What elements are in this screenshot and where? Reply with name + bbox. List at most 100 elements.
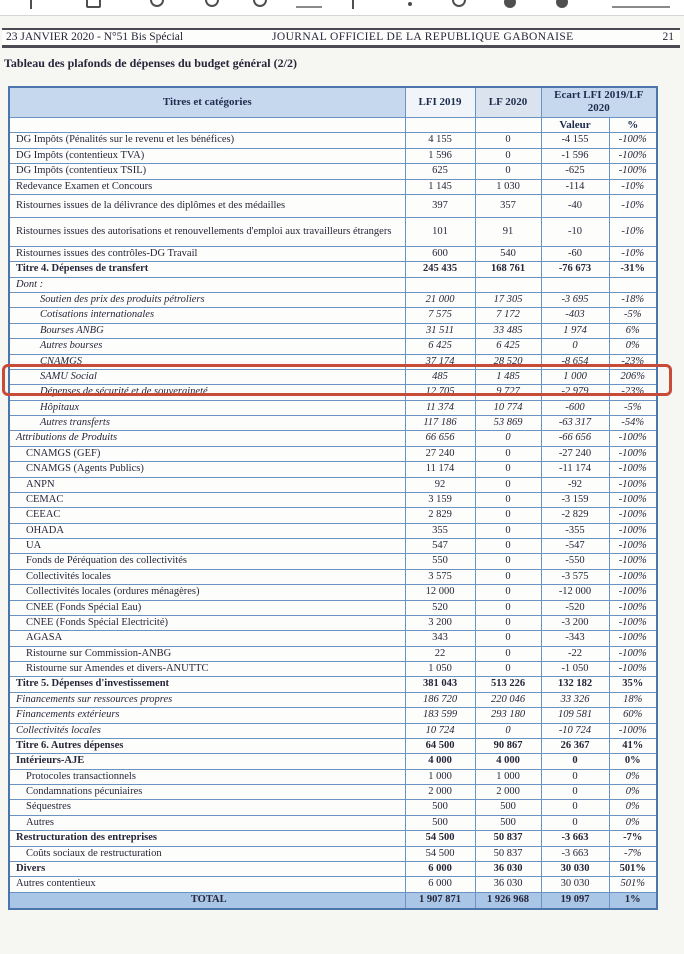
lfi-2019-value: 600 xyxy=(404,245,476,263)
cropped-icon-fragment[interactable] xyxy=(296,6,322,8)
row-label: Autres xyxy=(8,814,406,832)
ecart-valeur: 109 581 xyxy=(540,707,610,724)
row-label: Ristourne sur Amendes et divers-ANUTTC xyxy=(8,661,406,678)
cropped-icon-fragment[interactable] xyxy=(556,0,568,8)
row-label: Autres transferts xyxy=(8,415,406,432)
row-label: Ristournes issues des autorisations et r… xyxy=(8,216,406,247)
lf-2020-value: 0 xyxy=(474,630,542,647)
ecart-valeur: -12 000 xyxy=(540,584,610,601)
lfi-2019-value: 3 200 xyxy=(404,614,476,632)
ecart-valeur: -3 575 xyxy=(540,568,610,586)
lf-2020-value: 540 xyxy=(474,245,542,263)
table-row: DG Impôts (contentieux TVA) 1 596 0 -1 596-… xyxy=(8,147,658,165)
row-label: Protocoles transactionnels xyxy=(8,768,406,786)
table-row: Dont : xyxy=(8,276,658,294)
ecart-valeur: -625 xyxy=(540,163,610,180)
cropped-icon-fragment[interactable] xyxy=(205,0,219,7)
lfi-2019-value: 10 724 xyxy=(404,722,476,739)
header-lf2020: LF 2020 xyxy=(474,86,542,118)
row-label: Dont : xyxy=(8,276,406,294)
table-row: Hôpitaux 11 374 10 774 -600 -5% xyxy=(8,399,658,417)
row-label: CNAMGS (GEF) xyxy=(8,445,406,463)
subheader-valeur: Valeur xyxy=(540,116,610,134)
ecart-valeur: -27 240 xyxy=(540,445,610,463)
journal-name: JOURNAL OFFICIEL DE LA REPUBLIQUE GABONA… xyxy=(271,31,574,43)
cropped-icon-fragment[interactable] xyxy=(612,6,670,8)
table-row: Autres transferts 117 186 53 869 -63 317 -54… xyxy=(8,415,658,432)
lfi-2019-value: 7 575 xyxy=(404,307,476,324)
lfi-2019-value: 11 374 xyxy=(404,399,476,417)
row-label: Redevance Examen et Concours xyxy=(8,178,406,195)
ecart-pct: -100% xyxy=(608,507,658,524)
lf-2020-value: 0 xyxy=(474,163,542,180)
row-label: Cotisations internationales xyxy=(8,307,406,324)
ecart-valeur: -355 xyxy=(540,522,610,540)
lf-2020-value: 0 xyxy=(474,661,542,678)
lf-2020-value: 9 727 xyxy=(474,384,542,401)
lfi-2019-value: 500 xyxy=(404,799,476,816)
table-row: CNAMGS (Agents Publics) 11 174 0 -11 174 -10… xyxy=(8,461,658,478)
cropped-icon-fragment[interactable] xyxy=(352,0,354,9)
ecart-pct: -100% xyxy=(608,522,658,540)
journal-date-issue: 23 JANVIER 2020 - N°51 Bis Spécial xyxy=(6,31,184,43)
budget-table: Titres et catégories LFI 2019 LF 2020 Ec… xyxy=(8,86,658,911)
journal-page-number: 21 xyxy=(662,31,675,43)
header-titres: Titres et catégories xyxy=(8,86,406,118)
cropped-icon-fragment[interactable] xyxy=(452,0,466,7)
lf-2020-value: 0 xyxy=(474,476,542,493)
row-label: Ristournes issues de la délivrance des d… xyxy=(8,193,406,218)
subheader-empty xyxy=(404,116,476,134)
lf-2020-value: 357 xyxy=(474,193,542,218)
row-label: CNAMGS (Agents Publics) xyxy=(8,461,406,478)
lf-2020-value: 50 837 xyxy=(474,845,542,862)
ecart-valeur: -63 317 xyxy=(540,415,610,432)
lfi-2019-value: 2 000 xyxy=(404,784,476,801)
lf-2020-value: 53 869 xyxy=(474,415,542,432)
table-row: Financements sur ressources propres 186 7… xyxy=(8,691,658,709)
budget-table-container: Titres et catégories LFI 2019 LF 2020 Ec… xyxy=(8,86,658,911)
ecart-valeur: -4 155 xyxy=(540,132,610,149)
ecart-valeur: 132 182 xyxy=(540,676,610,693)
row-label: Hôpitaux xyxy=(8,399,406,417)
ecart-valeur: 30 030 xyxy=(540,876,610,893)
row-label: CEMAC xyxy=(8,491,406,509)
lf-2020-value: 0 xyxy=(474,645,542,663)
cropped-icon-fragment[interactable] xyxy=(253,0,267,7)
row-label: Bourses ANBG xyxy=(8,322,406,340)
lf-2020-value: 0 xyxy=(474,491,542,509)
lfi-2019-value: 183 599 xyxy=(404,707,476,724)
ecart-pct: 41% xyxy=(608,737,658,755)
ecart-valeur xyxy=(540,276,610,294)
cropped-icon-fragment[interactable] xyxy=(408,2,412,6)
row-label: SAMU Social xyxy=(8,368,406,386)
cropped-icon-fragment[interactable] xyxy=(504,0,516,8)
table-row: Financements extérieurs 183 599 293 180 109… xyxy=(8,707,658,724)
lf-2020-value: 1 926 968 xyxy=(474,891,542,910)
cropped-toolbar xyxy=(0,0,684,16)
ecart-valeur: -3 200 xyxy=(540,614,610,632)
ecart-pct: -100% xyxy=(608,584,658,601)
ecart-pct: 501% xyxy=(608,876,658,893)
ecart-pct: 35% xyxy=(608,676,658,693)
row-label: CNEE (Fonds Spécial Eau) xyxy=(8,599,406,616)
ecart-valeur: -343 xyxy=(540,630,610,647)
row-label: Collectivités locales xyxy=(8,568,406,586)
lf-2020-value: 0 xyxy=(474,461,542,478)
table-row: AGASA 343 0 -343 -100% xyxy=(8,630,658,647)
lf-2020-value: 2 000 xyxy=(474,784,542,801)
ecart-pct: -100% xyxy=(608,476,658,493)
cropped-icon-fragment[interactable] xyxy=(30,0,32,9)
cropped-icon-fragment[interactable] xyxy=(86,0,101,8)
table-row: Ristournes issues de la délivrance des d… xyxy=(8,193,658,218)
subheader-empty xyxy=(8,116,406,134)
ecart-valeur: -1 596 xyxy=(540,147,610,165)
table-row: Titre 5. Dépenses d'investissement 381 04… xyxy=(8,676,658,693)
ecart-pct: -100% xyxy=(608,645,658,663)
cropped-icon-fragment[interactable] xyxy=(150,0,164,7)
row-label: Soutien des prix des produits pétroliers xyxy=(8,292,406,309)
lfi-2019-value: 397 xyxy=(404,193,476,218)
journal-masthead: 23 JANVIER 2020 - N°51 Bis Spécial JOURN… xyxy=(2,28,680,48)
lfi-2019-value: 27 240 xyxy=(404,445,476,463)
ecart-pct: -100% xyxy=(608,630,658,647)
lf-2020-value: 0 xyxy=(474,507,542,524)
